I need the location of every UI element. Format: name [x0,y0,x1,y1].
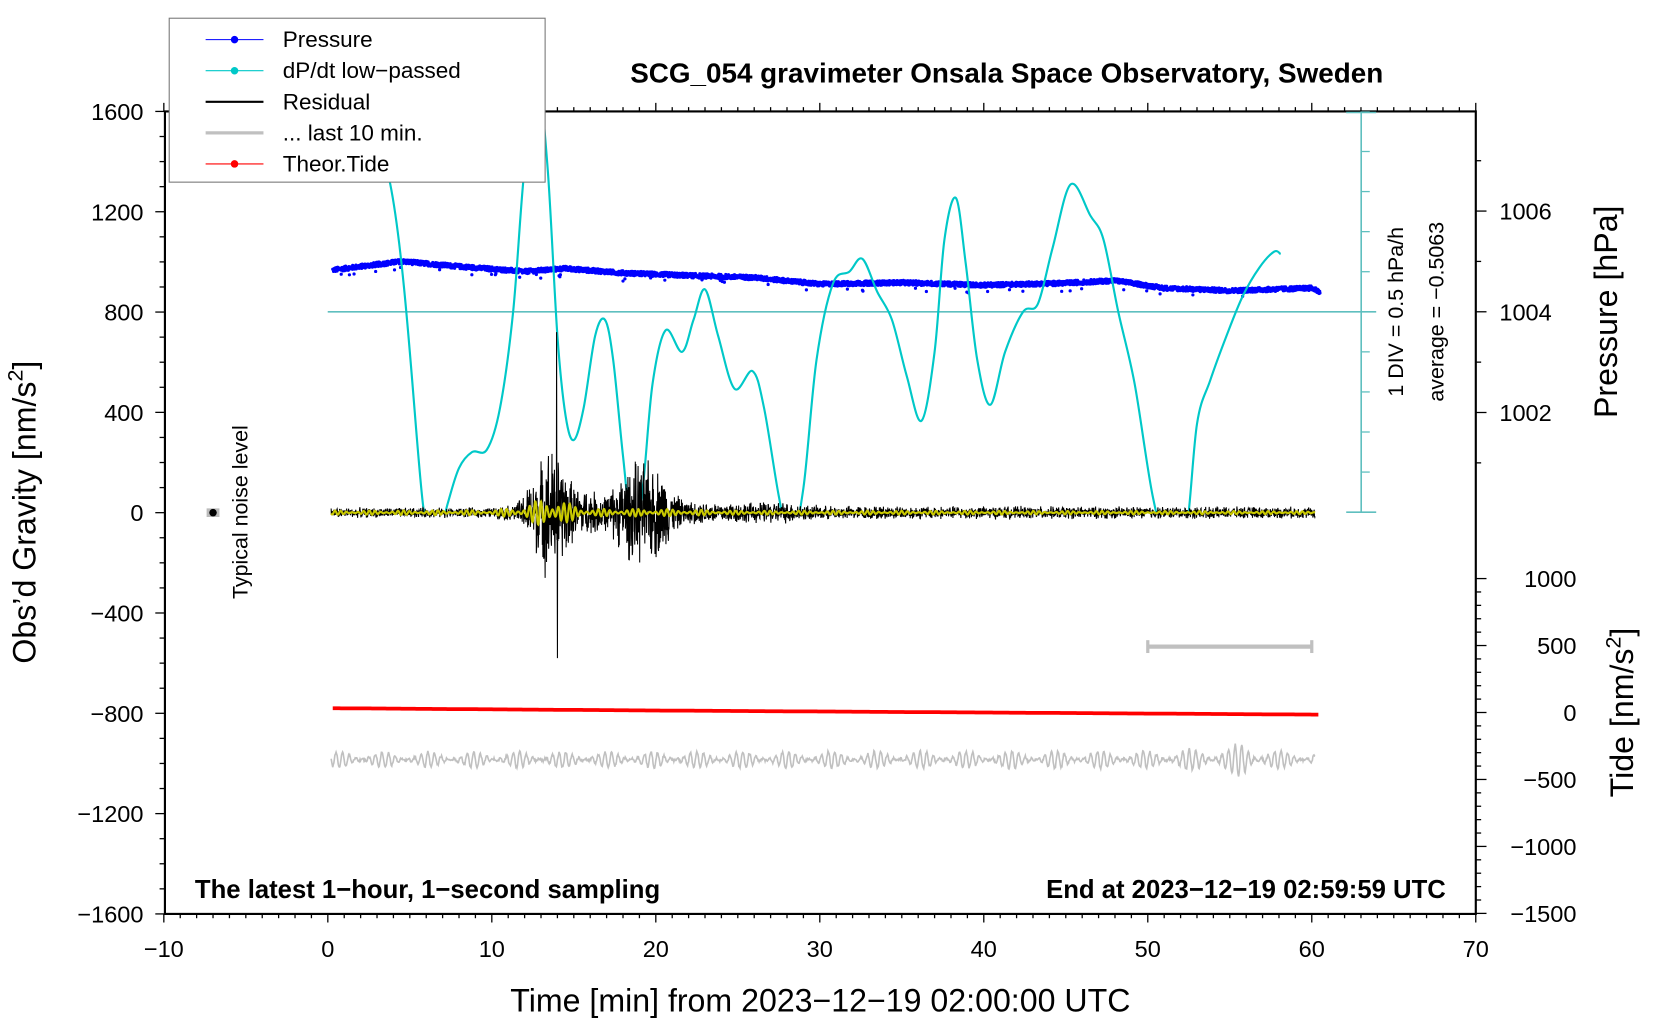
plot-area [206,111,1377,777]
legend-swatch-dot [230,66,239,75]
x-tick-label: −10 [144,936,184,962]
legend-item: Pressure [205,27,373,52]
x-tick-label: 30 [807,936,833,962]
y-tick-label: −800 [90,701,143,727]
tide-tick-label: 1000 [1524,566,1576,592]
tide-tick-label: 500 [1537,633,1576,659]
y-axis-label-pressure: Pressure [hPa] [1588,206,1624,419]
y-tick-label: 400 [104,400,143,426]
tide-label-sup: 2 [1601,637,1625,649]
chart-title: SCG_054 gravimeter Onsala Space Observat… [630,57,1383,88]
y-tick-label: −400 [90,601,143,627]
y-tick-label: 0 [130,500,143,526]
legend-label: Pressure [283,27,373,52]
noise-level-label: Typical noise level [228,425,252,599]
residual-trace [330,332,1316,659]
x-tick-label: 20 [643,936,669,962]
legend-swatch-dot [230,160,239,168]
tide-label-text: Tide [nm/s [1604,649,1640,798]
legend-label: dP/dt low−passed [283,58,461,83]
y-tick-label: 1200 [91,199,143,225]
x-axis-label: Time [min] from 2023−12−19 02:00:00 UTC [510,982,1130,1018]
tide-tick-label: −500 [1523,767,1576,793]
pressure-tick-label: 1004 [1499,299,1551,325]
y-label-text: Obs’d Gravity [nm/s [6,382,42,664]
y-label-end: ] [6,361,42,370]
annotation-average: average = −0.5063 [1425,222,1449,402]
pressure-tick-label: 1002 [1499,400,1551,426]
tide-tick-label: 0 [1563,700,1576,726]
tide-tick-label: −1000 [1510,834,1576,860]
pressure-dots [331,258,1322,298]
theoretical-tide-trace [332,706,1319,717]
annotation-sampling: The latest 1−hour, 1−second sampling [195,876,660,904]
y-tick-label: −1200 [77,801,143,827]
legend-item: Theor.Tide [205,151,390,176]
noise-level-dot [209,508,217,517]
annotation-div-scale: 1 DIV = 0.5 hPa/h [1384,227,1408,397]
legend-box [168,17,546,183]
y-label-sup: 2 [3,370,27,382]
legend-item: Residual [205,89,370,114]
residual-lowpassed-trace [330,499,1316,527]
annotation-end-time: End at 2023−12−19 02:59:59 UTC [1046,876,1446,904]
x-tick-label: 10 [479,936,505,962]
legend-item: ... last 10 min. [205,120,423,145]
legend-label: Residual [283,89,370,114]
y-axis-label-tide: Tide [nm/s2] [1601,628,1640,798]
pressure-series [331,258,1322,298]
legend-label: Theor.Tide [283,151,390,176]
y-tick-label: 800 [104,300,143,326]
y-axis-label-gravity: Obs’d Gravity [nm/s2] [3,361,42,664]
x-tick-label: 0 [321,936,334,962]
tide-tick-label: −1500 [1510,901,1576,927]
y-tick-label: −1600 [77,901,143,927]
legend-swatch-dot [230,35,239,44]
x-tick-label: 50 [1135,936,1161,962]
pressure-tick-label: 1006 [1499,199,1551,225]
axes-group: −10 0 10 20 30 40 50 60 70 1600 1200 800 400 0 −400 −80… [77,99,1576,962]
tide-label-end: ] [1604,628,1640,637]
x-tick-label: 60 [1299,936,1325,962]
y-tick-label: 1600 [91,99,143,125]
last-10-min-trace [330,743,1316,777]
legend: Pressure dP/dt low−passed Residual ... last… [168,17,546,183]
x-tick-label: 40 [971,936,997,962]
legend-item: dP/dt low−passed [205,58,461,83]
x-tick-label: 70 [1463,936,1489,962]
legend-label: ... last 10 min. [283,120,423,145]
